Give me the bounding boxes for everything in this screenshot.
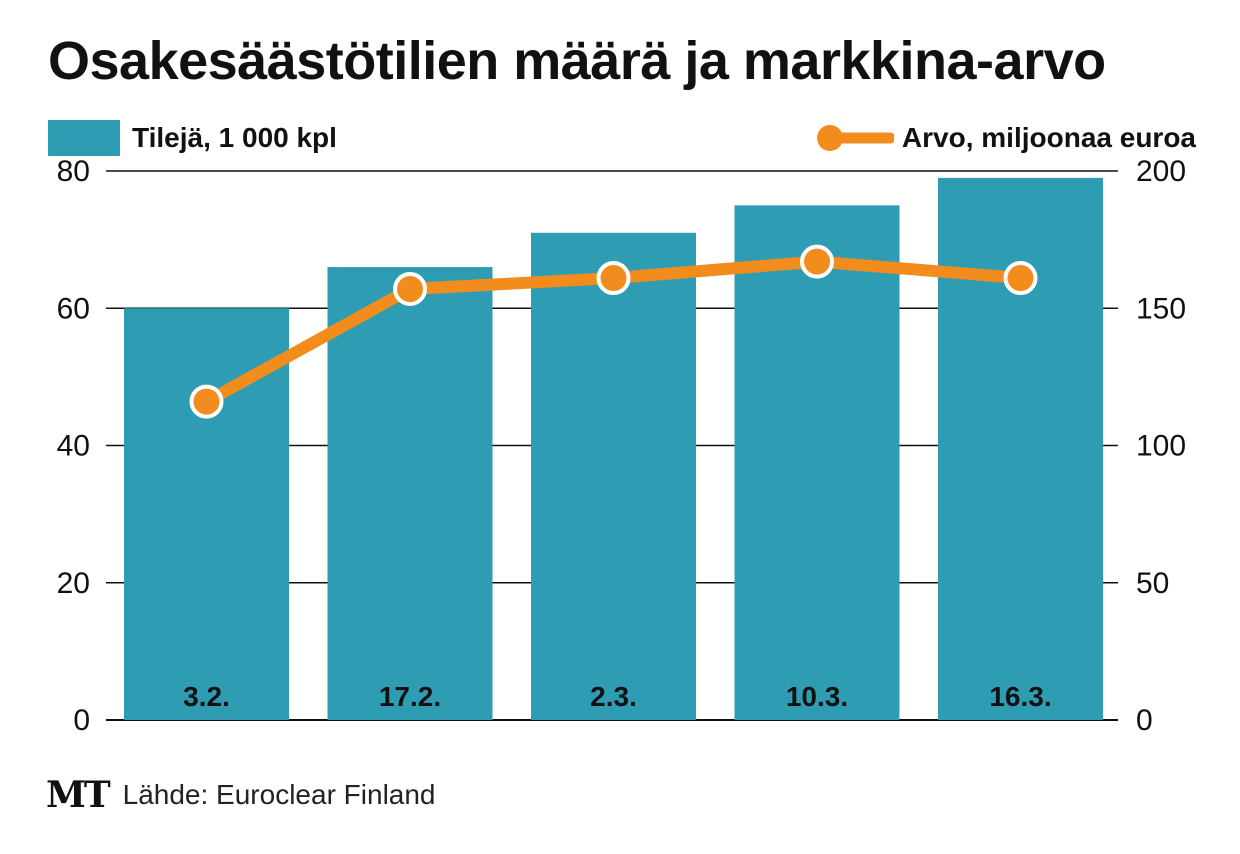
y-left-tick-label: 60 xyxy=(57,292,90,325)
bar xyxy=(327,267,493,720)
value-line xyxy=(189,244,1038,419)
bar xyxy=(531,232,696,720)
bar xyxy=(734,205,900,720)
y-right-tick-label: 100 xyxy=(1136,430,1186,463)
category-label: 16.3. xyxy=(989,681,1051,712)
line-point xyxy=(393,272,427,307)
y-left-tick-label: 80 xyxy=(57,155,90,188)
bar xyxy=(938,177,1103,721)
mt-logo: MT xyxy=(46,774,111,816)
y-left-tick-label: 0 xyxy=(73,704,90,737)
legend-line-label: Arvo, miljoonaa euroa xyxy=(901,122,1196,153)
y-right-tick-label: 150 xyxy=(1136,292,1186,325)
line-point xyxy=(1003,261,1038,296)
legend-line: Arvo, miljoonaa euroa xyxy=(814,120,1196,156)
legend-bars-label: Tilejä, 1 000 kpl xyxy=(132,122,337,153)
line-point xyxy=(800,244,834,279)
y-left-tick-label: 40 xyxy=(57,430,90,463)
bars xyxy=(124,177,1103,721)
category-label: 17.2. xyxy=(379,681,441,712)
chart-title: Osakesäästötilien määrä ja markkina-arvo xyxy=(48,31,1106,91)
line-point xyxy=(596,261,631,296)
legend-line-marker-icon xyxy=(816,125,894,151)
source-text: Lähde: Euroclear Finland xyxy=(122,779,436,810)
y-right-tick-label: 50 xyxy=(1136,567,1169,600)
labels: 0 20 40 60 80 0 50 100 150 200 3.2. 17.2. 2.3. 10.3. 1… xyxy=(57,155,1186,737)
legend-bar-swatch xyxy=(48,120,120,156)
legend-bars: Tilejä, 1 000 kpl xyxy=(48,120,337,156)
category-label: 3.2. xyxy=(183,681,230,712)
footer: MT Lähde: Euroclear Finland xyxy=(46,774,436,816)
category-label: 10.3. xyxy=(786,681,848,712)
line-point xyxy=(189,384,224,419)
y-right-tick-label: 200 xyxy=(1136,155,1186,188)
category-label: 2.3. xyxy=(590,681,637,712)
y-left-tick-label: 20 xyxy=(57,567,90,600)
y-right-tick-label: 0 xyxy=(1136,704,1153,737)
